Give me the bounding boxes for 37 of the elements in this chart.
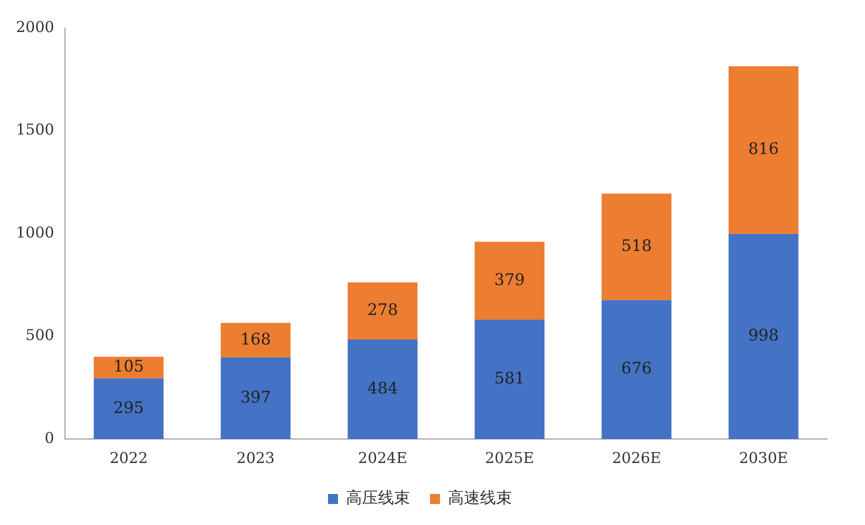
- data-label: 295: [113, 398, 144, 417]
- x-tick-label: 2024E: [358, 448, 408, 467]
- bar: [728, 234, 798, 439]
- data-label: 397: [240, 387, 271, 406]
- y-tick-label: 0: [44, 428, 54, 447]
- data-label: 676: [621, 358, 652, 378]
- data-label: 278: [367, 300, 398, 320]
- data-label: 484: [367, 378, 398, 398]
- bar: [94, 378, 164, 439]
- bar: [220, 357, 291, 439]
- data-label: 581: [494, 368, 525, 388]
- y-tick-label: 1000: [16, 223, 54, 242]
- x-tick-label: 2026E: [612, 448, 662, 467]
- x-tick-label: 2030E: [738, 448, 788, 467]
- x-tick-label: 2023: [236, 448, 275, 467]
- data-label: 379: [494, 270, 525, 289]
- data-label: 816: [748, 139, 779, 158]
- y-tick-label: 500: [26, 326, 54, 344]
- legend-label: 高压线束: [346, 488, 410, 508]
- data-label: 998: [748, 326, 779, 345]
- legend-label: 高速线束: [448, 488, 512, 508]
- bar: [602, 194, 672, 300]
- bar: [474, 242, 544, 320]
- bar: [474, 320, 544, 439]
- y-tick-label: 1500: [16, 120, 54, 139]
- bar: [220, 322, 291, 358]
- data-label: 168: [240, 329, 271, 348]
- bar: [94, 356, 164, 378]
- y-tick-label: 2000: [16, 18, 54, 36]
- data-label: 105: [113, 356, 144, 376]
- x-tick-label: 2022: [110, 448, 148, 467]
- x-tick-label: 2025E: [485, 448, 534, 467]
- data-label: 518: [621, 236, 652, 256]
- bar: [348, 282, 418, 340]
- bar: [348, 340, 418, 439]
- bar: [728, 66, 798, 234]
- bar: [602, 300, 672, 439]
